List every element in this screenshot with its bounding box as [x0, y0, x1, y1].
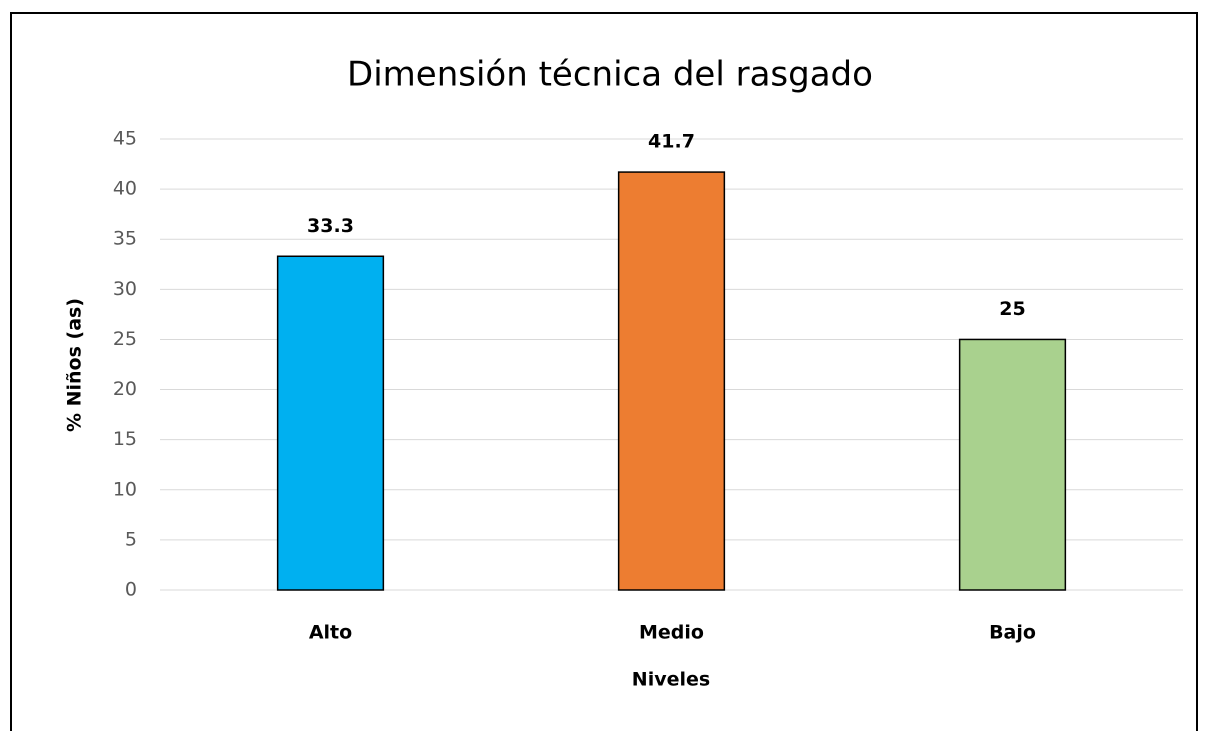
y-tick-label: 15: [113, 428, 137, 450]
chart-title: Dimensión técnica del rasgado: [347, 55, 873, 95]
x-tick-label: Bajo: [989, 622, 1036, 644]
y-tick-label: 45: [113, 128, 137, 150]
bar: [958, 338, 1067, 591]
y-tick-label: 20: [113, 378, 137, 400]
data-label: 41.7: [648, 131, 695, 153]
y-tick-label: 10: [113, 478, 137, 500]
x-tick-label: Alto: [309, 622, 352, 644]
x-tick-label: Medio: [639, 622, 704, 644]
data-label: 25: [999, 298, 1025, 320]
y-tick-label: 25: [113, 328, 137, 350]
y-tick-label: 0: [125, 579, 137, 601]
y-tick-label: 5: [125, 528, 137, 550]
y-tick-label: 35: [113, 228, 137, 250]
bar: [276, 255, 385, 591]
x-axis-label: Niveles: [632, 669, 710, 691]
y-axis-label: % Niños (as): [64, 298, 86, 432]
y-tick-label: 30: [113, 278, 137, 300]
data-label: 33.3: [307, 215, 354, 237]
bar: [617, 171, 726, 591]
y-tick-label: 40: [113, 178, 137, 200]
